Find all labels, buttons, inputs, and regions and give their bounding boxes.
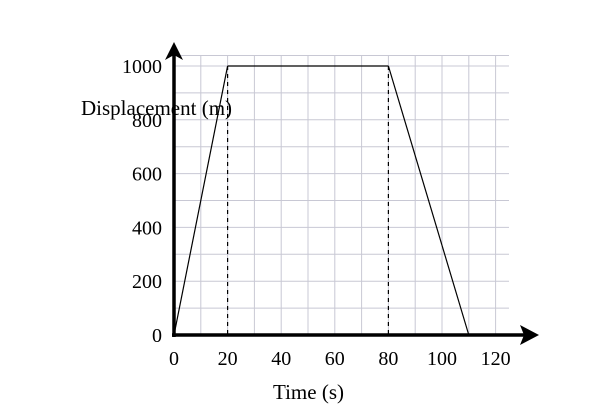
x-tick-label: 20 [218, 348, 238, 370]
x-tick-labels: 0 20 40 60 80 100 120 [169, 348, 511, 370]
x-tick-label: 40 [271, 348, 291, 370]
x-tick-label: 0 [169, 348, 179, 370]
series-segment [173, 65, 229, 336]
x-tick-label: 80 [378, 348, 398, 370]
y-axis-label: Displacement (m) [81, 96, 232, 120]
axes [165, 42, 539, 345]
y-tick-label: 1000 [122, 56, 162, 78]
x-tick-label: 60 [325, 348, 345, 370]
series-segment [387, 65, 470, 336]
y-tick-labels: 0 200 400 600 800 1000 [122, 56, 162, 347]
x-axis-arrow [520, 325, 539, 345]
dashed-guides [227, 66, 389, 335]
y-tick-label: 400 [132, 217, 162, 239]
y-tick-label: 600 [132, 164, 162, 186]
series-group [173, 65, 470, 336]
x-axis-label: Time (s) [273, 380, 344, 404]
y-tick-label: 800 [132, 110, 162, 132]
x-tick-label: 100 [427, 348, 457, 370]
y-tick-label: 0 [152, 325, 162, 347]
y-tick-label: 200 [132, 271, 162, 293]
y-axis-arrow [165, 42, 183, 60]
x-tick-label: 120 [481, 348, 511, 370]
